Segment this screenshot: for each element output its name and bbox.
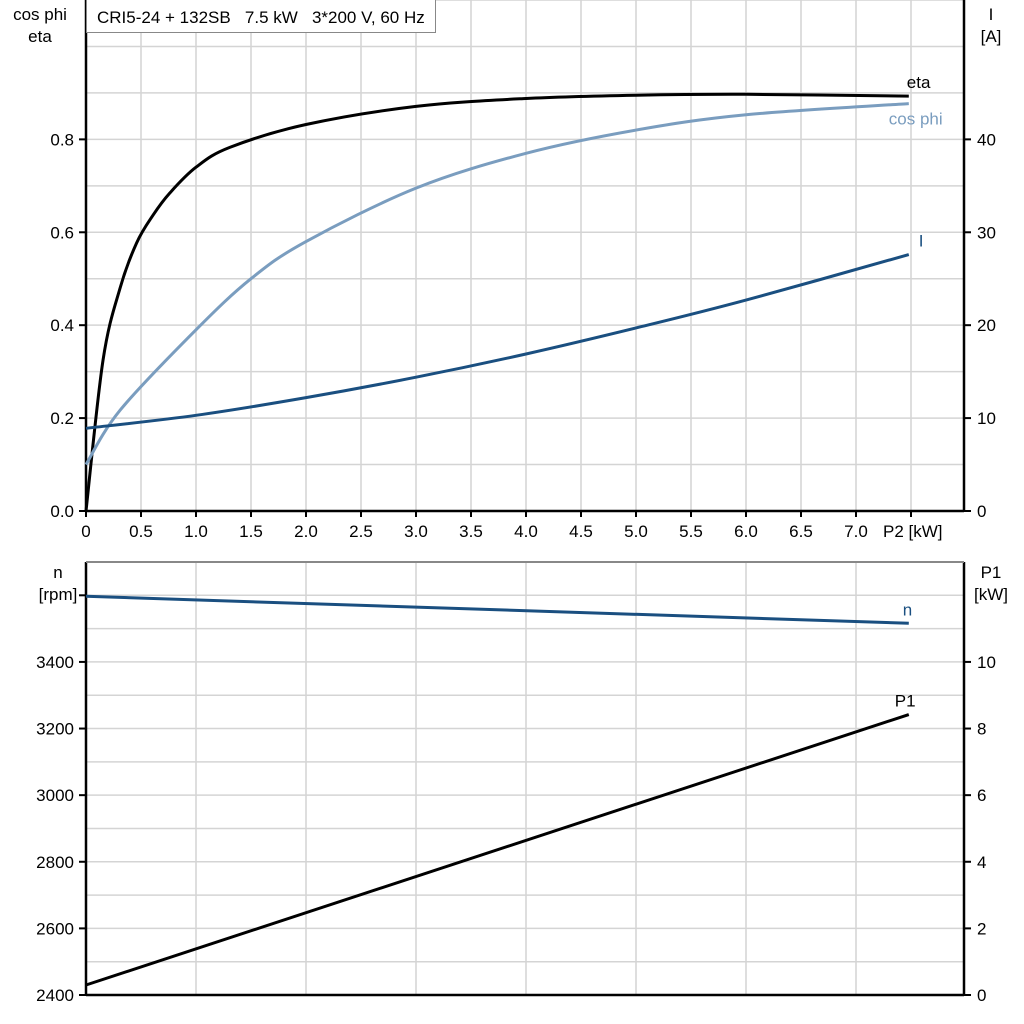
left-axis-label: cos phi: [13, 5, 67, 24]
right-tick-label: 10: [977, 653, 996, 672]
right-tick-label: 4: [977, 853, 986, 872]
right-tick-label: 8: [977, 720, 986, 739]
left-tick-label: 2400: [36, 986, 74, 1005]
left-axis-label: [rpm]: [39, 585, 78, 604]
x-tick-label: 3.0: [404, 522, 428, 541]
x-axis-label: P2 [kW]: [883, 522, 943, 541]
left-axis-label: eta: [28, 27, 52, 46]
series-label-eta: eta: [907, 73, 931, 92]
series-line-eta: [84, 92, 909, 512]
x-tick-label: 5.0: [624, 522, 648, 541]
right-axis-label: P1: [981, 563, 1002, 582]
x-tick-label: 4.0: [514, 522, 538, 541]
series-line-n: [85, 594, 909, 625]
x-tick-label: 7.0: [844, 522, 868, 541]
right-tick-label: 2: [977, 919, 986, 938]
left-tick-label: 2600: [36, 919, 74, 938]
series-line-cos-phi: [84, 102, 909, 466]
left-tick-label: 3000: [36, 786, 74, 805]
right-tick-label: 20: [977, 316, 996, 335]
right-tick-label: 6: [977, 786, 986, 805]
x-tick-label: 6.0: [734, 522, 758, 541]
x-tick-label: 4.5: [569, 522, 593, 541]
left-tick-label: 2800: [36, 853, 74, 872]
left-tick-label: 3200: [36, 720, 74, 739]
series-label-P1: P1: [895, 692, 916, 711]
x-tick-label: 5.5: [679, 522, 703, 541]
left-tick-label: 0.0: [50, 502, 74, 521]
right-tick-label: 0: [977, 502, 986, 521]
x-tick-label: 2.5: [349, 522, 373, 541]
x-tick-label: 6.5: [789, 522, 813, 541]
left-tick-label: 0.2: [50, 409, 74, 428]
x-tick-label: 1.0: [184, 522, 208, 541]
chart-title: CRI5-24 + 132SB 7.5 kW 3*200 V, 60 Hz: [86, 0, 436, 33]
right-axis-label: I: [989, 5, 994, 24]
left-tick-label: 3400: [36, 653, 74, 672]
right-tick-label: 30: [977, 223, 996, 242]
series-label-I: I: [919, 232, 924, 251]
left-tick-label: 0.6: [50, 223, 74, 242]
series-line-P1: [85, 713, 910, 987]
right-tick-label: 10: [977, 409, 996, 428]
right-axis-label: [A]: [981, 27, 1002, 46]
left-axis-label: n: [53, 563, 62, 582]
series-label-cos-phi: cos phi: [889, 110, 943, 129]
left-tick-label: 0.8: [50, 130, 74, 149]
right-tick-label: 40: [977, 130, 996, 149]
x-tick-label: 0.5: [129, 522, 153, 541]
series-label-n: n: [903, 600, 912, 619]
x-tick-label: 3.5: [459, 522, 483, 541]
x-tick-label: 0: [81, 522, 90, 541]
left-tick-label: 0.4: [50, 316, 74, 335]
right-axis-label: [kW]: [974, 585, 1008, 604]
right-tick-label: 0: [977, 986, 986, 1005]
x-tick-label: 1.5: [239, 522, 263, 541]
series-line-I: [85, 253, 910, 430]
x-tick-label: 2.0: [294, 522, 318, 541]
